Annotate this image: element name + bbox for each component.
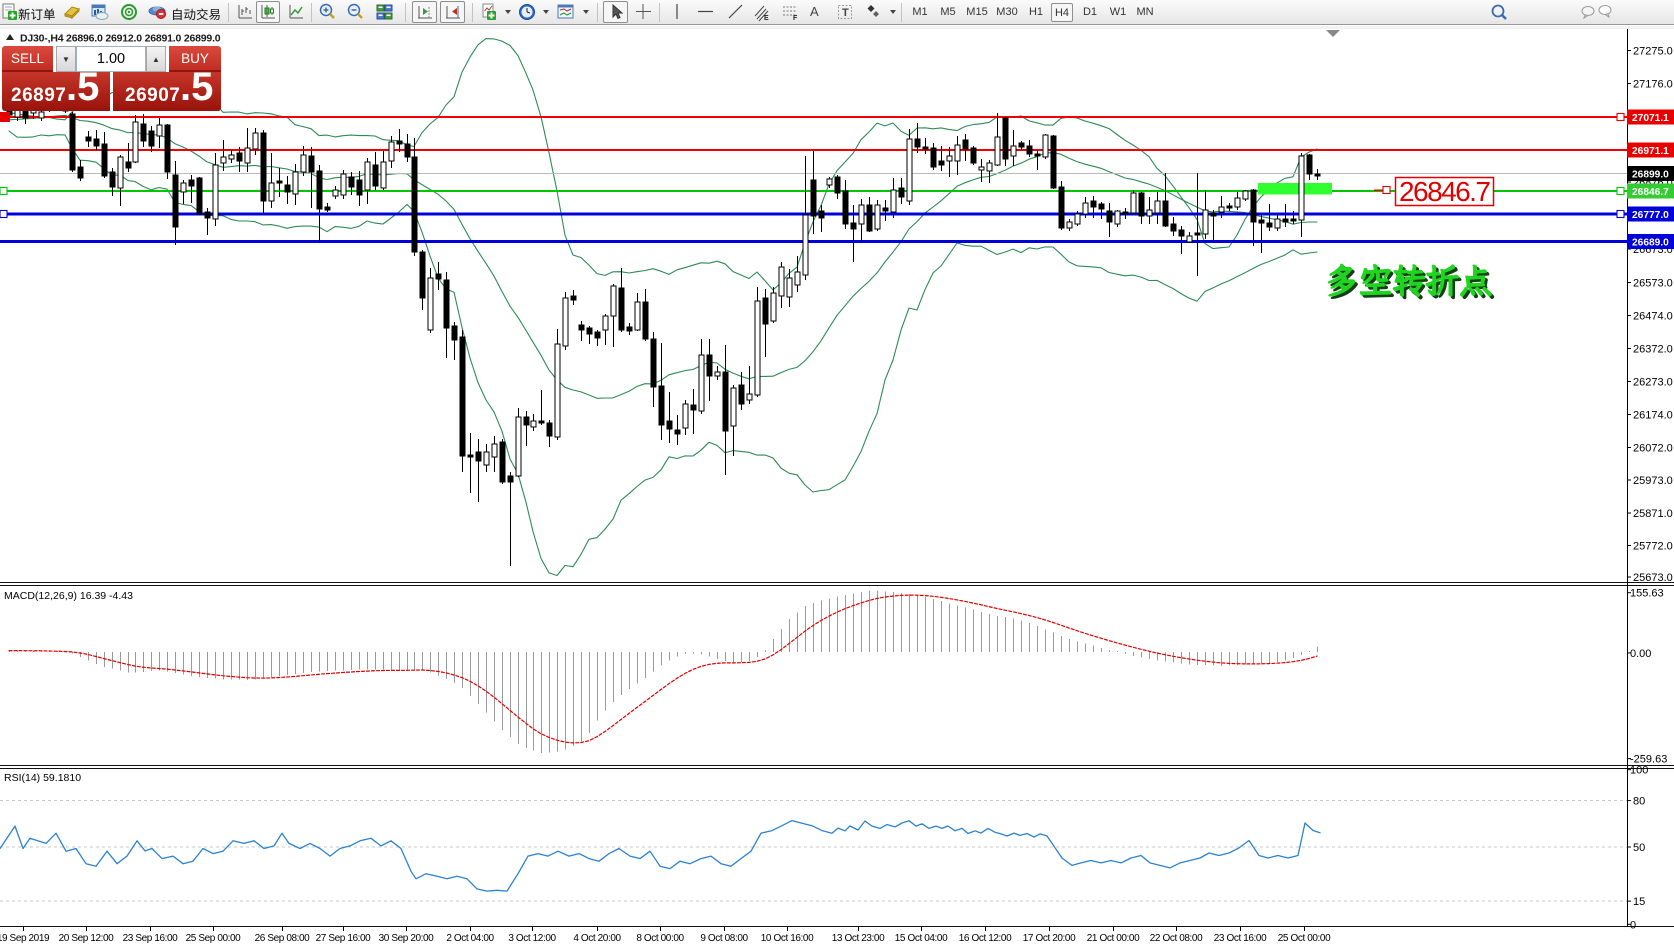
- svg-text:T: T: [842, 7, 849, 19]
- svg-text:26273.0: 26273.0: [1633, 377, 1673, 389]
- svg-text:26689.0: 26689.0: [1632, 238, 1669, 249]
- svg-text:20 Sep 12:00: 20 Sep 12:00: [59, 933, 115, 944]
- svg-text:0.00: 0.00: [1630, 648, 1651, 660]
- svg-text:0: 0: [1630, 919, 1636, 931]
- svg-text:26899.0: 26899.0: [1632, 170, 1669, 181]
- svg-text:-259.63: -259.63: [1630, 754, 1667, 766]
- svg-text:15 Oct 04:00: 15 Oct 04:00: [895, 933, 948, 944]
- svg-text:MACD(12,26,9) 16.39 -4.43: MACD(12,26,9) 16.39 -4.43: [4, 590, 133, 602]
- svg-text:30 Sep 20:00: 30 Sep 20:00: [379, 933, 435, 944]
- svg-text:27176.0: 27176.0: [1633, 79, 1673, 91]
- svg-text:25 Sep 00:00: 25 Sep 00:00: [186, 933, 242, 944]
- svg-text:17 Oct 20:00: 17 Oct 20:00: [1023, 933, 1076, 944]
- svg-text:25 Oct 00:00: 25 Oct 00:00: [1278, 933, 1331, 944]
- svg-text:26 Sep 08:00: 26 Sep 08:00: [255, 933, 311, 944]
- svg-text:23 Oct 16:00: 23 Oct 16:00: [1214, 933, 1267, 944]
- svg-text:27071.1: 27071.1: [1632, 113, 1669, 124]
- svg-text:13 Oct 23:00: 13 Oct 23:00: [832, 933, 885, 944]
- svg-text:25673.0: 25673.0: [1633, 572, 1673, 584]
- svg-text:22 Oct 08:00: 22 Oct 08:00: [1150, 933, 1203, 944]
- svg-text:155.63: 155.63: [1630, 588, 1664, 600]
- svg-text:15: 15: [1633, 896, 1645, 908]
- svg-text:26072.0: 26072.0: [1633, 443, 1673, 455]
- svg-text:4 Oct 20:00: 4 Oct 20:00: [573, 933, 621, 944]
- svg-text:50: 50: [1633, 842, 1645, 854]
- svg-text:25871.0: 25871.0: [1633, 508, 1673, 520]
- svg-text:F: F: [793, 15, 798, 22]
- svg-text:80: 80: [1633, 796, 1645, 808]
- svg-text:8 Oct 00:00: 8 Oct 00:00: [636, 933, 684, 944]
- svg-text:26971.1: 26971.1: [1632, 146, 1669, 157]
- svg-text:21 Oct 00:00: 21 Oct 00:00: [1087, 933, 1140, 944]
- svg-text:10 Oct 16:00: 10 Oct 16:00: [761, 933, 814, 944]
- svg-text:26474.0: 26474.0: [1633, 311, 1673, 323]
- svg-text:26846.7: 26846.7: [1632, 187, 1669, 198]
- svg-text:27275.0: 27275.0: [1633, 46, 1673, 58]
- svg-text:26372.0: 26372.0: [1633, 344, 1673, 356]
- svg-text:27 Sep 16:00: 27 Sep 16:00: [316, 933, 372, 944]
- svg-text:25973.0: 25973.0: [1633, 475, 1673, 487]
- svg-text:3 Oct 12:00: 3 Oct 12:00: [508, 933, 556, 944]
- svg-text:19 Sep 2019: 19 Sep 2019: [0, 933, 50, 944]
- svg-text:26573.0: 26573.0: [1633, 278, 1673, 290]
- svg-text:100: 100: [1630, 765, 1648, 777]
- svg-text:23 Sep 16:00: 23 Sep 16:00: [123, 933, 179, 944]
- svg-text:RSI(14) 59.1810: RSI(14) 59.1810: [4, 772, 81, 784]
- svg-text:16 Oct 12:00: 16 Oct 12:00: [959, 933, 1012, 944]
- svg-text:2 Oct 04:00: 2 Oct 04:00: [446, 933, 494, 944]
- svg-text:25772.0: 25772.0: [1633, 541, 1673, 553]
- svg-text:26174.0: 26174.0: [1633, 410, 1673, 422]
- svg-text:26846.7: 26846.7: [1399, 176, 1491, 207]
- svg-text:E: E: [764, 15, 769, 22]
- svg-text:DJ30-,H4 26896.0 26912.0 2689: DJ30-,H4 26896.0 26912.0 26891.0 26899.0: [20, 33, 221, 45]
- svg-text:9 Oct 08:00: 9 Oct 08:00: [700, 933, 748, 944]
- svg-text:26777.0: 26777.0: [1632, 210, 1669, 221]
